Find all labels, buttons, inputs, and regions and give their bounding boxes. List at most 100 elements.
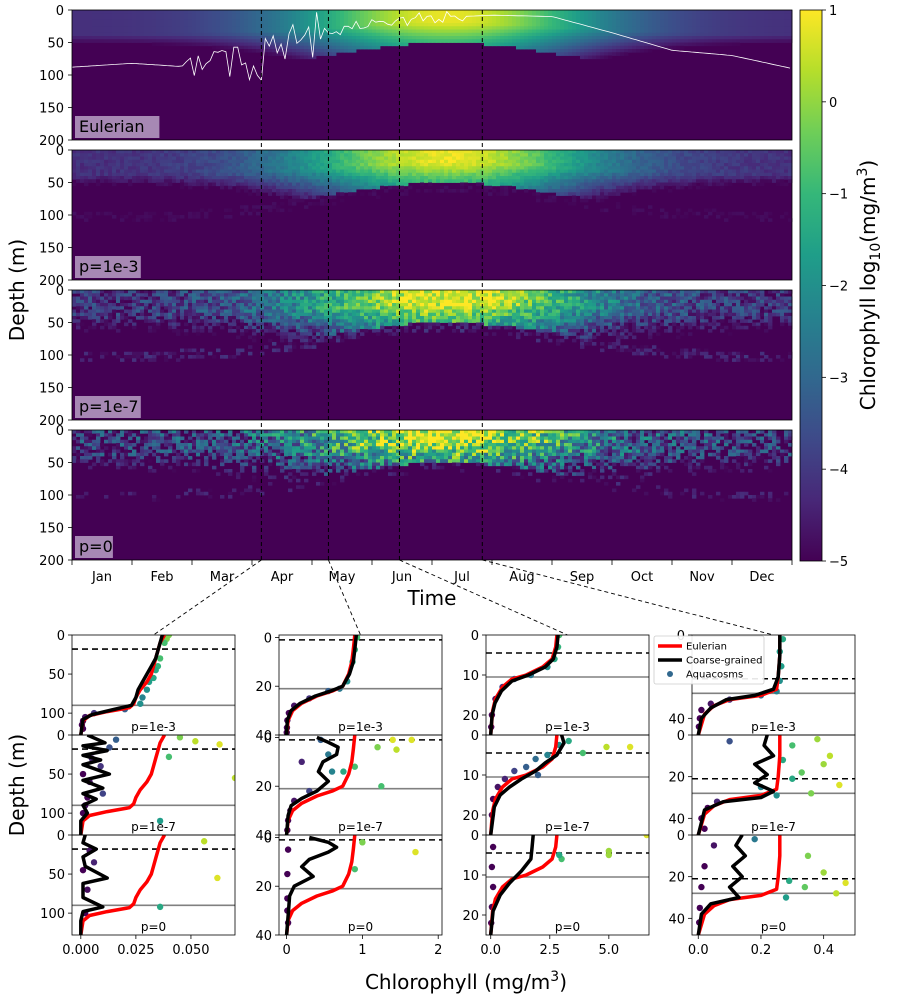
heatmap-cell xyxy=(588,19,593,24)
heatmap-cell xyxy=(664,179,669,183)
heatmap-cell xyxy=(508,166,513,170)
heatmap-cell xyxy=(116,172,121,177)
heatmap-cell xyxy=(156,351,161,356)
heatmap-cell xyxy=(764,16,769,21)
heatmap-cell xyxy=(500,150,505,154)
heatmap-cell xyxy=(208,309,213,314)
heatmap-cell xyxy=(220,10,225,14)
heatmap-cell xyxy=(232,159,237,164)
heatmap-cell xyxy=(172,42,177,47)
heatmap-cell xyxy=(528,13,533,17)
heatmap-cell xyxy=(160,39,165,43)
heatmap-cell xyxy=(692,182,697,187)
heatmap-cell xyxy=(404,42,409,47)
heatmap-cell xyxy=(476,36,481,40)
heatmap-cell xyxy=(436,19,441,24)
heatmap-cell xyxy=(504,166,509,170)
heatmap-cell xyxy=(648,153,653,157)
heatmap-cell xyxy=(228,179,233,183)
heatmap-cell xyxy=(744,16,749,21)
heatmap-cell xyxy=(704,185,709,190)
heatmap-cell xyxy=(256,179,261,183)
heatmap-cell xyxy=(364,179,369,183)
heatmap-cell xyxy=(72,39,77,43)
heatmap-cell xyxy=(428,179,433,183)
heatmap-cell xyxy=(512,169,517,174)
heatmap-cell xyxy=(256,176,261,180)
heatmap-cell xyxy=(84,39,89,43)
heatmap-cell xyxy=(568,182,573,187)
heatmap-cell xyxy=(120,293,125,297)
heatmap-cell xyxy=(264,13,269,17)
heatmap-cell xyxy=(788,39,793,43)
heatmap-cell xyxy=(788,13,793,17)
heatmap-cell xyxy=(356,26,361,30)
heatmap-cell xyxy=(148,32,153,37)
heatmap-cell xyxy=(112,319,117,323)
heatmap-cell xyxy=(512,10,517,14)
heatmap-cell xyxy=(380,166,385,170)
heatmap-cell xyxy=(328,19,333,24)
heatmap-cell xyxy=(124,19,129,24)
heatmap-cell xyxy=(588,185,593,190)
heatmap-cell xyxy=(244,208,249,213)
heatmap-cell xyxy=(624,153,629,157)
heatmap-cell xyxy=(112,172,117,177)
heatmap-cell xyxy=(448,166,453,170)
heatmap-cell xyxy=(716,182,721,187)
heatmap-cell xyxy=(732,211,737,216)
heatmap-cell xyxy=(444,185,449,190)
heatmap-cell xyxy=(400,156,405,161)
heatmap-cell xyxy=(540,29,545,34)
heatmap-cell xyxy=(180,42,185,47)
heatmap-cell xyxy=(344,16,349,21)
heatmap-cell xyxy=(592,172,597,177)
heatmap-cell xyxy=(148,176,153,180)
heatmap-cell xyxy=(592,45,597,50)
heatmap-cell xyxy=(432,150,437,154)
heatmap-cell xyxy=(748,163,753,167)
heatmap-cell xyxy=(164,309,169,314)
heatmap-cell xyxy=(160,179,165,183)
heatmap-cell xyxy=(348,172,353,177)
heatmap-cell xyxy=(104,23,109,27)
heatmap-cell xyxy=(200,163,205,167)
heatmap-cell xyxy=(736,172,741,177)
heatmap-cell xyxy=(704,19,709,24)
heatmap-cell xyxy=(480,176,485,180)
heatmap-cell xyxy=(412,150,417,154)
heatmap-cell xyxy=(188,42,193,47)
heatmap-cell xyxy=(96,10,101,14)
heatmap-cell xyxy=(636,156,641,161)
heatmap-cell xyxy=(608,10,613,14)
heatmap-cell xyxy=(312,166,317,170)
heatmap-cell xyxy=(288,176,293,180)
heatmap-cell xyxy=(420,29,425,34)
heatmap-cell xyxy=(312,176,317,180)
heatmap-cell xyxy=(76,322,81,327)
heatmap-cell xyxy=(496,29,501,34)
heatmap-cell xyxy=(644,169,649,174)
heatmap-cell xyxy=(112,215,117,219)
heatmap-cell xyxy=(672,26,677,30)
heatmap-cell xyxy=(112,179,117,183)
heatmap-cell xyxy=(376,163,381,167)
heatmap-cell xyxy=(672,29,677,34)
heatmap-cell xyxy=(148,312,153,317)
heatmap-cell xyxy=(508,153,513,157)
heatmap-cell xyxy=(684,16,689,21)
heatmap-cell xyxy=(688,182,693,187)
heatmap-cell xyxy=(636,179,641,183)
heatmap-cell xyxy=(496,150,501,154)
heatmap-cell xyxy=(612,19,617,24)
heatmap-cell xyxy=(600,153,605,157)
heatmap-cell xyxy=(80,13,85,17)
heatmap-cell xyxy=(164,166,169,170)
heatmap-cell xyxy=(168,19,173,24)
heatmap-cell xyxy=(336,163,341,167)
heatmap-cell xyxy=(396,179,401,183)
heatmap-cell xyxy=(432,153,437,157)
heatmap-cell xyxy=(720,163,725,167)
heatmap-cell xyxy=(252,26,257,30)
heatmap-cell xyxy=(160,351,165,356)
